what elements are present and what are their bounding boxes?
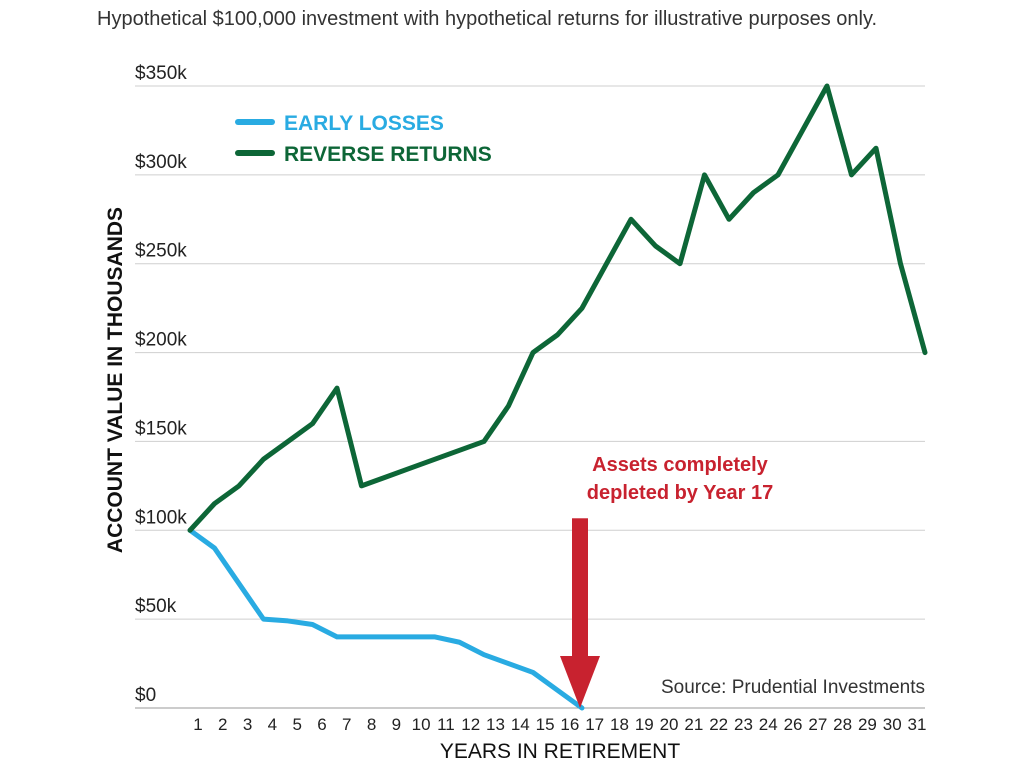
- x-tick-label: 6: [317, 715, 326, 734]
- y-tick-label: $50k: [135, 596, 177, 617]
- y-tick-label: $350k: [135, 63, 187, 84]
- x-tick-label: 18: [610, 715, 629, 734]
- reverse-returns-line: [187, 83, 928, 533]
- y-tick-label: $100k: [135, 507, 187, 528]
- arrow-shaft: [572, 518, 588, 658]
- x-tick-label: 15: [536, 715, 555, 734]
- x-tick-label: 19: [635, 715, 654, 734]
- y-tick-label: $0: [135, 685, 156, 706]
- y-axis-label: ACCOUNT VALUE IN THOUSANDS: [104, 207, 127, 553]
- annotation-text: Assets completely: [592, 454, 769, 476]
- x-tick-label: 12: [461, 715, 480, 734]
- y-tick-label: $150k: [135, 418, 187, 439]
- x-tick-label: 22: [709, 715, 728, 734]
- x-tick-label: 1: [193, 715, 202, 734]
- x-tick-label: 27: [808, 715, 827, 734]
- x-tick-label: 3: [243, 715, 252, 734]
- y-tick-label: $300k: [135, 152, 187, 173]
- legend-label: EARLY LOSSES: [284, 112, 444, 135]
- x-axis-ticks: 1 2 3 4 5 6 7 8 9 10 11 12 13 14 15 16 17 18 19 20 21 22 23 24 2…: [193, 715, 926, 734]
- source-note: Source: Prudential Investments: [661, 677, 925, 698]
- x-tick-label: 8: [367, 715, 376, 734]
- x-tick-label: 16: [560, 715, 579, 734]
- x-tick-label: 4: [268, 715, 277, 734]
- x-tick-label: 5: [292, 715, 301, 734]
- series-lines: [187, 83, 928, 711]
- legend: EARLY LOSSES REVERSE RETURNS: [235, 112, 492, 166]
- legend-label: REVERSE RETURNS: [284, 143, 492, 166]
- annotation-text: depleted by Year 17: [587, 482, 773, 504]
- chart-subtitle: Hypothetical $100,000 investment with hy…: [97, 8, 877, 30]
- x-axis-label: YEARS IN RETIREMENT: [440, 740, 681, 763]
- x-tick-label: 20: [660, 715, 679, 734]
- x-tick-label: 7: [342, 715, 351, 734]
- early-losses-line: [187, 527, 585, 711]
- depletion-annotation: Assets completely depleted by Year 17: [560, 454, 773, 708]
- x-tick-label: 2: [218, 715, 227, 734]
- y-tick-label: $200k: [135, 330, 187, 351]
- x-tick-label: 26: [784, 715, 803, 734]
- x-tick-label: 11: [437, 715, 455, 734]
- x-tick-label: 9: [392, 715, 401, 734]
- y-tick-label: $250k: [135, 241, 187, 262]
- x-tick-label: 29: [858, 715, 877, 734]
- x-tick-label: 13: [486, 715, 505, 734]
- arrow-head: [560, 656, 600, 708]
- x-tick-label: 21: [684, 715, 703, 734]
- y-axis-ticks: $0 $50k $100k $150k $200k $250k $300k $350k: [135, 63, 187, 706]
- gridlines: [135, 85, 925, 709]
- x-tick-label: 23: [734, 715, 753, 734]
- x-tick-label: 17: [585, 715, 604, 734]
- x-tick-label: 28: [833, 715, 852, 734]
- x-tick-label: 31: [908, 715, 927, 734]
- x-tick-label: 14: [511, 715, 530, 734]
- x-tick-label: 30: [883, 715, 902, 734]
- x-tick-label: 10: [412, 715, 431, 734]
- x-tick-label: 24: [759, 715, 778, 734]
